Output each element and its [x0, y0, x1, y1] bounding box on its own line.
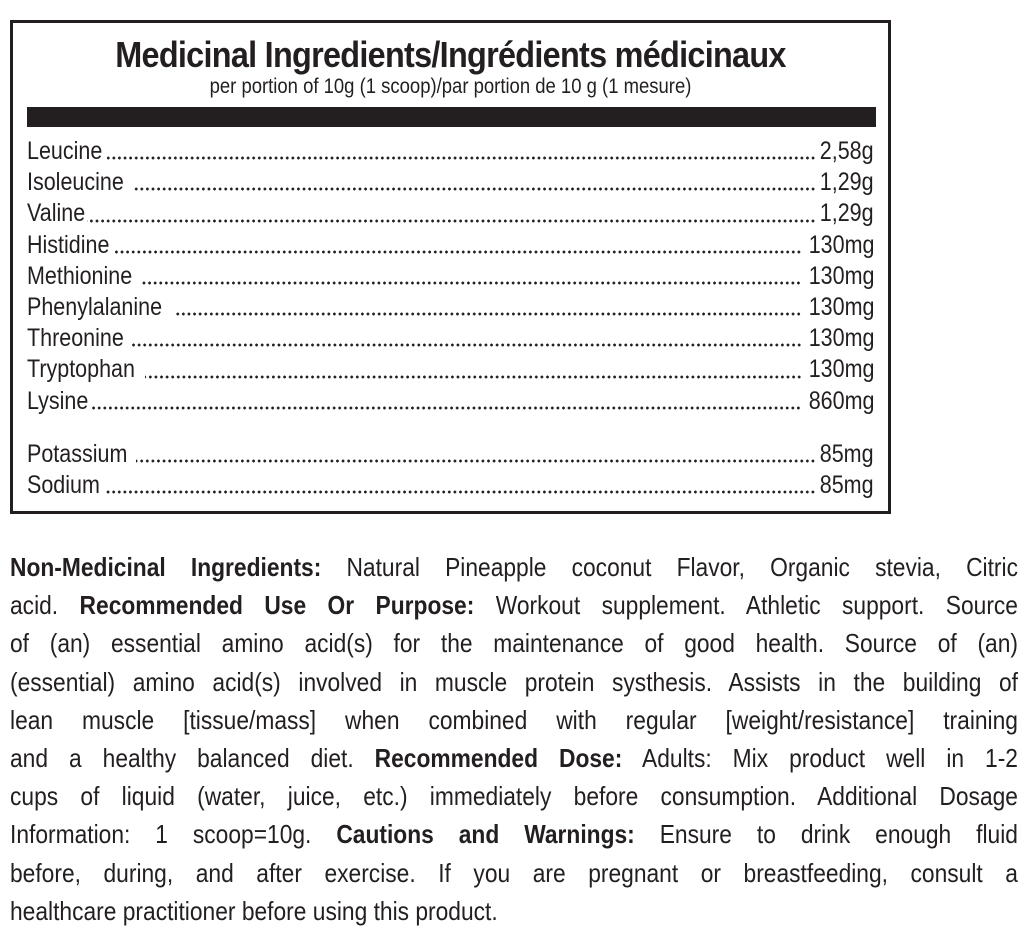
ingredient-amount: 2,58g — [820, 137, 874, 165]
line-text: before, during, and after exercise. If y… — [10, 857, 1018, 888]
paragraph-line: cups of liquid (water, juice, etc.) imme… — [10, 777, 1018, 815]
dot-leader — [144, 373, 802, 380]
paragraph-line: acid. Recommended Use Or Purpose: Workou… — [10, 586, 1018, 624]
dot-leader — [131, 186, 816, 193]
ingredient-name: Isoleucine — [27, 168, 124, 197]
medicinal-ingredients-box: Medicinal Ingredients/Ingrédients médici… — [10, 20, 891, 514]
ingredient-amount: 130mg — [808, 324, 874, 353]
product-info-paragraph: Non-Medicinal Ingredients: Natural Pinea… — [10, 548, 1018, 930]
ingredient-amount: 860mg — [808, 386, 874, 415]
header-divider-bar — [27, 107, 876, 127]
mineral-amount: 85mg — [820, 439, 874, 468]
line-text: Workout supplement. Athletic support. So… — [474, 590, 1018, 621]
line-text: Information: 1 scoop=10g. — [10, 819, 337, 850]
dot-leader — [90, 404, 802, 411]
ingredient-name: Histidine — [27, 230, 110, 259]
ingredient-amount: 130mg — [808, 292, 874, 321]
ingredient-name: Methionine — [27, 261, 133, 290]
mineral-row: Potassium 85mg — [27, 439, 874, 470]
ingredient-amount: 130mg — [808, 261, 874, 290]
ingredient-amount: 1,29g — [820, 168, 874, 197]
ingredient-row: Lysine 860mg — [27, 386, 874, 417]
line-text: lean muscle [tissue/mass] when combined … — [10, 704, 1018, 735]
ingredient-row: Threonine 130mg — [27, 323, 874, 354]
box-subtitle: per portion of 10g (1 scoop)/par portion… — [209, 75, 692, 98]
paragraph-line: Information: 1 scoop=10g. Cautions and W… — [10, 815, 1018, 853]
line-text: (essential) amino acid(s) involved in mu… — [10, 666, 1018, 697]
line-text: Natural Pineapple coconut Flavor, Organi… — [321, 552, 1018, 582]
dot-leader — [131, 342, 802, 349]
ingredient-name: Phenylalanine — [27, 292, 163, 321]
ingredient-row: Tryptophan 130mg — [27, 354, 874, 385]
dot-leader — [103, 489, 816, 496]
line-text: cups of liquid (water, juice, etc.) imme… — [10, 781, 1018, 812]
dot-leader — [176, 311, 802, 318]
line-text: Ensure to drink enough fluid — [634, 819, 1018, 850]
ingredient-name: Threonine — [27, 324, 124, 353]
line-text: Adults: Mix product well in 1-2 — [622, 742, 1018, 773]
ingredient-name: Valine — [27, 199, 86, 228]
ingredient-row: Leucine 2,58g — [27, 136, 874, 167]
heading-cautions-warnings: Cautions and Warnings: — [336, 819, 635, 850]
mineral-name: Sodium — [27, 470, 100, 499]
paragraph-line: and a healthy balanced diet. Recommended… — [10, 739, 1018, 777]
ingredient-amount: 1,29g — [820, 199, 874, 228]
ingredient-row: Histidine 130mg — [27, 230, 874, 261]
paragraph-line: lean muscle [tissue/mass] when combined … — [10, 701, 1018, 739]
ingredient-name: Tryptophan — [27, 355, 135, 384]
paragraph-line: Non-Medicinal Ingredients: Natural Pinea… — [10, 548, 1018, 586]
dot-leader — [106, 155, 816, 162]
paragraph-line: before, during, and after exercise. If y… — [10, 854, 1018, 892]
ingredient-row: Methionine 130mg — [27, 261, 874, 292]
paragraph-line: healthcare practitioner before using thi… — [10, 892, 1018, 930]
dot-leader — [86, 217, 816, 224]
dot-leader — [141, 279, 802, 286]
line-text: of (an) essential amino acid(s) for the … — [10, 628, 1018, 659]
ingredient-name: Leucine — [27, 137, 103, 165]
heading-non-medicinal-ingredients: Non-Medicinal Ingredients: — [10, 552, 322, 582]
ingredient-row: Isoleucine 1,29g — [27, 167, 874, 198]
dot-leader — [114, 248, 802, 255]
heading-recommended-use: Recommended Use Or Purpose: — [79, 590, 475, 621]
line-text: and a healthy balanced diet. — [10, 742, 375, 773]
ingredient-amount: 130mg — [808, 230, 874, 259]
mineral-row: Sodium 85mg — [27, 470, 874, 501]
dot-leader — [135, 457, 816, 464]
mineral-amount: 85mg — [820, 470, 874, 499]
ingredient-row: Valine 1,29g — [27, 198, 874, 229]
box-title: Medicinal Ingredients/Ingrédients médici… — [115, 34, 786, 75]
ingredient-amount: 130mg — [808, 355, 874, 384]
paragraph-line: of (an) essential amino acid(s) for the … — [10, 624, 1018, 662]
mineral-name: Potassium — [27, 439, 128, 468]
ingredient-row: Phenylalanine 130mg — [27, 292, 874, 323]
ingredient-list: Leucine 2,58g Isoleucine 1,29g Valine 1,… — [27, 136, 874, 501]
paragraph-line: (essential) amino acid(s) involved in mu… — [10, 663, 1018, 701]
line-text: acid. — [10, 590, 80, 621]
heading-recommended-dose: Recommended Dose: — [374, 742, 623, 773]
line-text: healthcare practitioner before using thi… — [10, 895, 498, 926]
ingredient-name: Lysine — [27, 386, 89, 415]
